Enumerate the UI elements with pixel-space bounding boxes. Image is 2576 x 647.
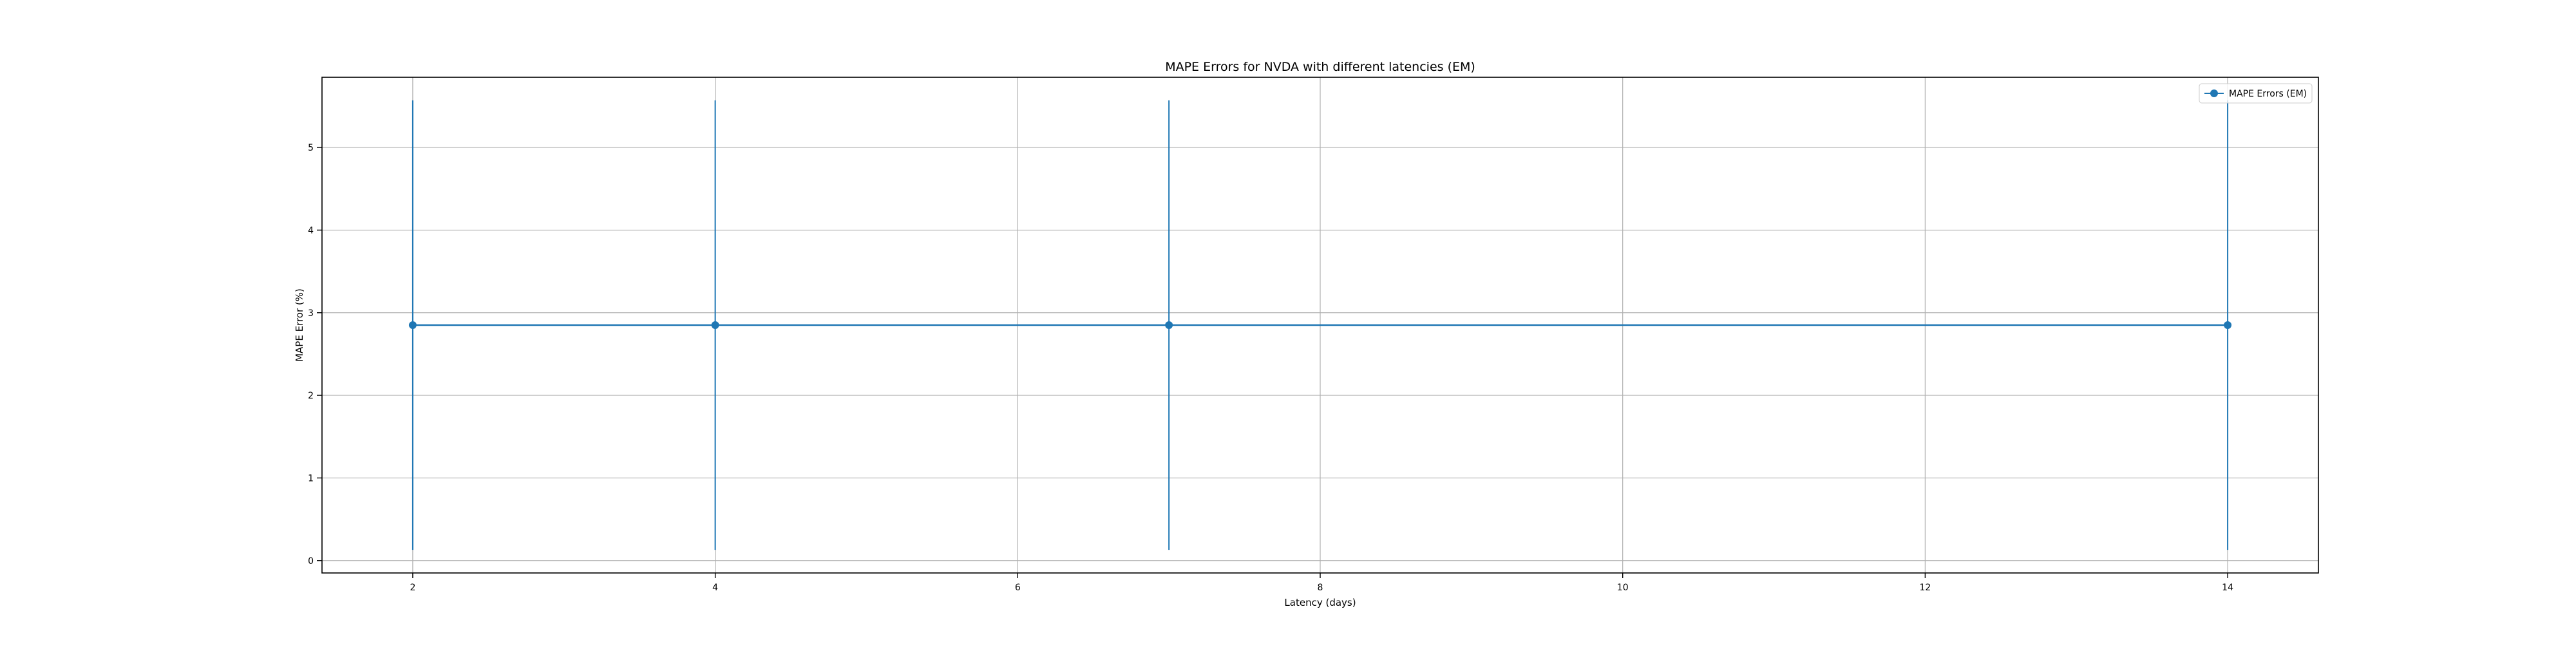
data-point <box>711 321 719 329</box>
grid-layer <box>322 77 2318 573</box>
y-axis-label: MAPE Error (%) <box>294 288 305 362</box>
y-tick-label: 1 <box>308 473 314 483</box>
legend: MAPE Errors (EM) <box>2199 83 2313 104</box>
x-axis-label: Latency (days) <box>1284 597 1356 608</box>
x-tick-label: 4 <box>712 583 718 593</box>
data-point <box>2224 321 2232 329</box>
y-tick-label: 0 <box>308 556 314 567</box>
legend-box <box>2199 83 2313 104</box>
x-tick-label: 14 <box>2222 583 2233 593</box>
x-tick-label: 2 <box>410 583 415 593</box>
data-point <box>408 321 417 329</box>
y-tick-label: 5 <box>308 143 314 153</box>
x-tick-label: 8 <box>1318 583 1323 593</box>
data-point <box>1165 321 1173 329</box>
series-layer <box>408 100 2232 550</box>
y-tick-label: 4 <box>308 225 314 236</box>
y-tick-label: 3 <box>308 308 314 319</box>
x-tick-label: 6 <box>1015 583 1021 593</box>
chart-title: MAPE Errors for NVDA with different late… <box>1165 60 1475 74</box>
y-tick-label: 2 <box>308 391 314 401</box>
legend-label: MAPE Errors (EM) <box>2229 89 2307 99</box>
x-tick-label: 10 <box>1617 583 1629 593</box>
x-tick-label: 12 <box>1919 583 1931 593</box>
legend-marker <box>2210 89 2218 97</box>
